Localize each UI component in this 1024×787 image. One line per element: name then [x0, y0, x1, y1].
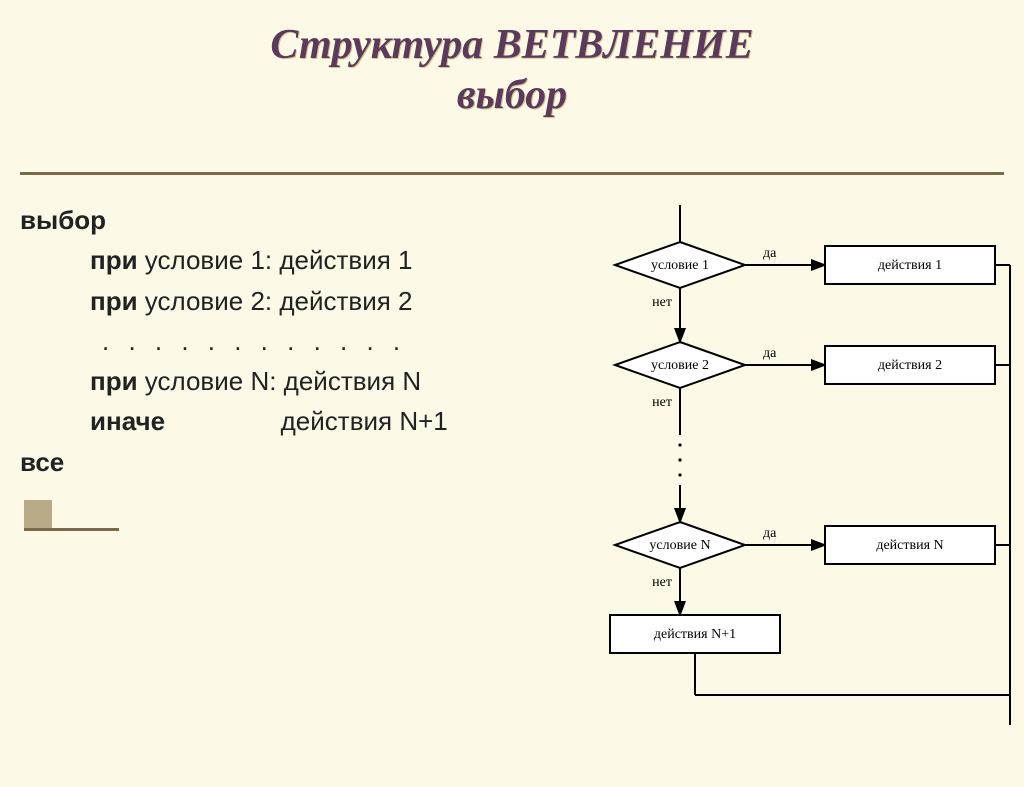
kw-pri-2: при — [90, 286, 138, 316]
kw-vybor: выбор — [20, 205, 106, 235]
svg-text:да: да — [763, 246, 777, 261]
title-line-2: выбор — [0, 70, 1024, 120]
line-6: действия N+1 — [281, 406, 448, 436]
svg-text:да: да — [763, 526, 777, 541]
svg-text:действия N+1: действия N+1 — [654, 627, 736, 642]
svg-text:условие 2: условие 2 — [651, 358, 709, 373]
svg-text:да: да — [763, 346, 777, 361]
line-2: условие 1: действия 1 — [138, 245, 413, 275]
line-5: условие N: действия N — [138, 366, 422, 396]
kw-pri-1: при — [90, 245, 138, 275]
ellipsis-line: . . . . . . . . . . . . — [20, 321, 448, 361]
kw-vse: все — [20, 447, 64, 477]
svg-text:нет: нет — [652, 395, 672, 410]
kw-pri-n: при — [90, 366, 138, 396]
accent-square — [24, 500, 52, 528]
horizontal-rule-top — [20, 172, 1004, 175]
kw-inache: иначе — [90, 406, 165, 436]
title-line-1: Структура ВЕТВЛЕНИЕ — [0, 20, 1024, 70]
svg-text:условие N: условие N — [649, 538, 710, 553]
svg-text:нет: нет — [652, 295, 672, 310]
svg-text:условие 1: условие 1 — [651, 258, 709, 273]
horizontal-rule-short — [24, 528, 119, 531]
line-3: условие 2: действия 2 — [138, 286, 413, 316]
pseudocode-block: выбор при условие 1: действия 1 при усло… — [20, 200, 448, 482]
svg-text:нет: нет — [652, 575, 672, 590]
svg-text:действия 2: действия 2 — [878, 358, 942, 373]
svg-text:действия 1: действия 1 — [878, 258, 942, 273]
svg-text:действия N: действия N — [876, 538, 943, 553]
flowchart-diagram: условие 1 да действия 1 нет условие 2 да дейст… — [540, 195, 1020, 765]
